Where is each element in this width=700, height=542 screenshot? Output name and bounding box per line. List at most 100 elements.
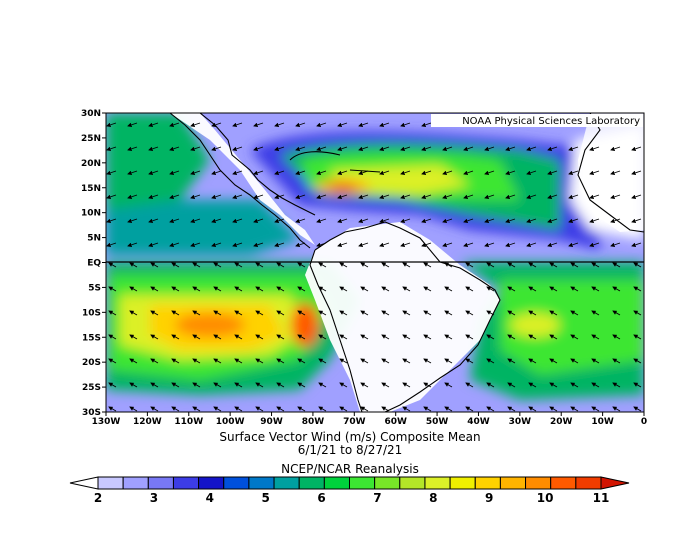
wind-vector	[423, 334, 432, 340]
wind-vector	[129, 286, 138, 292]
wind-vector	[234, 310, 243, 316]
south-america-land	[305, 222, 500, 412]
wind-vector	[570, 406, 579, 412]
wind-vector	[234, 262, 243, 268]
wind-vector	[360, 358, 369, 364]
wind-vector	[129, 358, 138, 364]
wind-vector	[253, 146, 264, 151]
wind-vector	[528, 286, 537, 292]
wind-vector	[255, 358, 264, 364]
wind-vector	[171, 286, 180, 292]
wind-vectors	[106, 122, 642, 412]
colorbar-box	[172, 476, 200, 490]
wind-vector	[213, 406, 222, 412]
wind-vector	[148, 194, 159, 199]
wind-vector	[192, 358, 201, 364]
wind-vector	[633, 406, 642, 412]
wind-vector	[169, 122, 180, 127]
wind-vector	[211, 170, 222, 175]
wind-vector	[549, 310, 558, 316]
wind-vector	[150, 310, 159, 316]
wind-vector	[274, 122, 285, 127]
wind-vector	[526, 170, 537, 175]
wind-vector	[402, 262, 411, 268]
wind-vector	[358, 146, 369, 151]
wind-vector	[234, 358, 243, 364]
wind-vector	[444, 262, 453, 268]
wind-vector	[295, 218, 306, 223]
wind-vector	[171, 262, 180, 268]
wind-vector	[171, 310, 180, 316]
wind-vector	[108, 334, 117, 340]
wind-vector	[631, 146, 642, 151]
wind-vector	[379, 218, 390, 223]
wind-vector	[171, 358, 180, 364]
wind-vector	[570, 358, 579, 364]
wind-vector	[106, 194, 117, 199]
wind-vector	[547, 218, 558, 223]
wind-vector	[486, 286, 495, 292]
wind-vector	[192, 382, 201, 388]
wind-vector	[108, 406, 117, 412]
wind-vector	[192, 406, 201, 412]
colorbar-label: 7	[373, 491, 381, 505]
wind-vector	[421, 194, 432, 199]
wind-vector	[129, 310, 138, 316]
wind-vector	[253, 122, 264, 127]
colorbar-box	[147, 476, 174, 490]
wind-vector	[211, 146, 222, 151]
wind-vector	[339, 310, 348, 316]
wind-vector	[444, 382, 453, 388]
wind-vector	[507, 334, 516, 340]
wind-vector	[337, 194, 348, 199]
lat-tick-label: 10N	[81, 209, 101, 219]
colorbar-box	[474, 476, 501, 490]
wind-vector	[505, 242, 516, 247]
wind-vector	[442, 218, 453, 223]
wind-vector	[400, 122, 411, 127]
wind-vector	[232, 218, 243, 223]
wind-vector	[358, 218, 369, 223]
wind-vector	[547, 146, 558, 151]
wind-vector	[591, 382, 600, 388]
wind-vector	[631, 242, 642, 247]
wind-vector	[423, 358, 432, 364]
wind-vector	[442, 242, 453, 247]
wind-vector	[591, 286, 600, 292]
colorbar-label: 3	[150, 491, 158, 505]
wind-vector	[549, 286, 558, 292]
wind-vector	[358, 170, 369, 175]
caption-line-1: Surface Vector Wind (m/s) Composite Mean	[219, 430, 481, 444]
wind-vector	[549, 382, 558, 388]
wind-vector	[526, 146, 537, 151]
wind-vector	[486, 406, 495, 412]
wind-vector	[465, 334, 474, 340]
wind-vector	[318, 262, 327, 268]
wind-vector	[234, 334, 243, 340]
wind-vector	[255, 262, 264, 268]
wind-vector	[337, 170, 348, 175]
wind-vector	[591, 358, 600, 364]
wind-vector	[381, 334, 390, 340]
wind-vector	[190, 242, 201, 247]
wind-vector	[612, 358, 621, 364]
colorbar-arrow-high	[600, 476, 630, 490]
wind-vector	[232, 242, 243, 247]
wind-vector	[444, 406, 453, 412]
wind-vector	[274, 170, 285, 175]
wind-vector	[211, 242, 222, 247]
wind-vector	[444, 310, 453, 316]
wind-vector	[402, 286, 411, 292]
wind-vector	[505, 194, 516, 199]
colorbar-box	[575, 476, 602, 490]
wind-vector	[402, 382, 411, 388]
wind-vector	[129, 382, 138, 388]
colorbar-box	[449, 476, 476, 490]
wind-vector	[255, 406, 264, 412]
credit-box: NOAA Physical Sciences Laboratory	[431, 114, 643, 127]
wind-vector	[169, 242, 180, 247]
wind-vector	[591, 262, 600, 268]
wind-vector	[276, 310, 285, 316]
wind-vector	[547, 242, 558, 247]
wind-vector	[316, 170, 327, 175]
